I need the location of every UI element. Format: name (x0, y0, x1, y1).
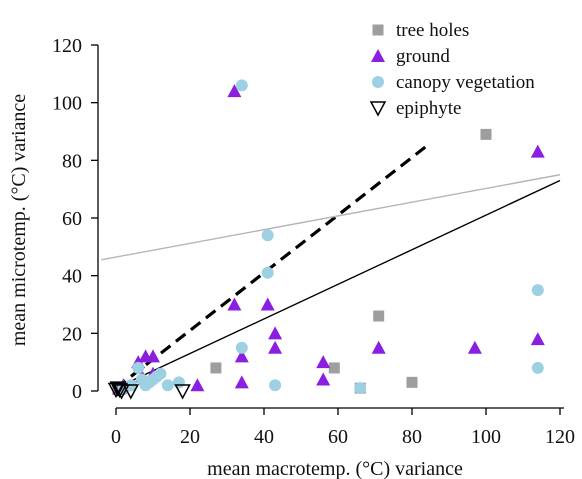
ground-point (268, 340, 283, 354)
legend-label: canopy vegetation (396, 72, 535, 93)
tree-holes-point (210, 362, 222, 374)
ground-point (190, 378, 205, 392)
ground-legend-marker (371, 49, 385, 62)
legend: tree holes ground canopy vegetation epiphyt… (369, 20, 535, 119)
ground-point (260, 297, 275, 311)
tree-holes-point (373, 310, 385, 322)
canopy-vegetation-point (161, 379, 174, 392)
ground-point (371, 340, 386, 354)
tree-holes-point (328, 362, 340, 374)
canopy-vegetation-point (154, 367, 167, 380)
y-tick-label: 20 (62, 323, 82, 345)
tree-holes-point (480, 128, 492, 140)
fit-line-2 (101, 174, 561, 261)
canopy-vegetation-point (235, 341, 248, 354)
tree-holes-legend-marker (372, 24, 384, 36)
ground-point (316, 355, 331, 369)
epiphyte-legend-marker (369, 101, 387, 117)
y-tick-label: 80 (62, 150, 82, 172)
x-tick-label: 20 (180, 426, 200, 448)
y-tick-label: 60 (62, 208, 82, 230)
legend-label: tree holes (396, 20, 469, 41)
x-tick-label: 120 (545, 426, 575, 448)
canopy-vegetation-point (531, 284, 544, 297)
epiphyte-point (111, 382, 128, 399)
y-tick-label: 120 (52, 35, 82, 57)
ground-point (234, 349, 249, 363)
y-tick-label: 0 (72, 381, 82, 403)
epiphyte-point (109, 381, 127, 397)
canopy-vegetation-point (261, 229, 274, 242)
axes (97, 45, 564, 409)
ground-point (530, 144, 545, 158)
canopy-vegetation-point (354, 382, 367, 395)
canopy-vegetation-point (261, 266, 274, 279)
ground-point (316, 372, 331, 386)
ground-point (146, 349, 160, 363)
epiphyte-point (113, 384, 130, 400)
dashed-fit-line (115, 144, 428, 390)
legend-label: epiphyte (396, 98, 461, 119)
ground-point (268, 326, 283, 340)
ground-point (234, 375, 249, 389)
x-tick-label: 0 (111, 426, 121, 448)
ground-point (467, 340, 482, 354)
y-tick-label: 100 (52, 93, 82, 115)
epiphyte-point (122, 384, 140, 400)
y-axis-title: mean microtemp. (°C) variance (8, 94, 30, 346)
x-tick-label: 80 (402, 426, 422, 448)
ground-point (227, 84, 242, 98)
canopy-vegetation-point (269, 379, 282, 392)
x-axis-title: mean macrotemp. (°C) variance (207, 458, 463, 479)
x-tick-label: 40 (254, 426, 274, 448)
data-points (107, 79, 545, 400)
y-tick-label: 40 (62, 266, 82, 288)
canopy-vegetation-point (132, 361, 145, 374)
x-tick-label: 60 (328, 426, 348, 448)
fit-line-0 (115, 179, 561, 389)
ticks: 0 20 40 60 80 100 120 0 20 40 60 80 100 120 (52, 35, 575, 448)
epiphyte-point (174, 384, 191, 400)
legend-label: ground (396, 46, 450, 67)
tree-holes-point (406, 376, 418, 388)
ground-point (227, 297, 242, 311)
x-tick-label: 100 (471, 426, 501, 448)
canopy-vegetation-point (235, 79, 248, 92)
fit-lines (101, 144, 561, 390)
canopy-vegetation-point (172, 376, 185, 389)
ground-point (530, 332, 545, 346)
canopy-vegetation-legend-marker (372, 76, 384, 88)
canopy-vegetation-point (531, 361, 544, 374)
